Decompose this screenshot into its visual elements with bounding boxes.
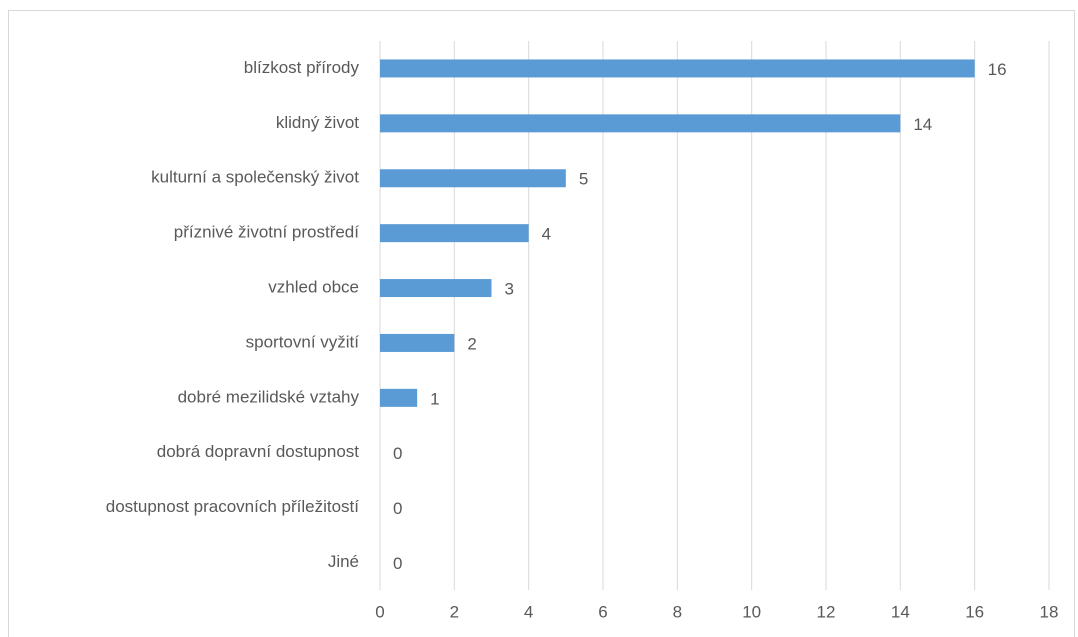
x-tick-label: 0 [375, 602, 384, 621]
x-tick-label: 14 [891, 602, 910, 621]
y-tick-label: dobré mezilidské vztahy [178, 387, 360, 406]
data-label: 14 [913, 115, 932, 134]
x-tick-label: 10 [742, 602, 761, 621]
y-tick-label: vzhled obce [268, 278, 359, 297]
y-tick-label: klidný život [276, 113, 359, 132]
data-label: 0 [393, 499, 402, 518]
x-tick-label: 8 [673, 602, 682, 621]
y-tick-label: dobrá dopravní dostupnost [157, 442, 360, 461]
data-label: 2 [467, 334, 476, 353]
bar [380, 114, 901, 133]
y-tick-label: blízkost přírody [244, 58, 360, 77]
data-label: 0 [393, 554, 402, 573]
x-tick-label: 4 [524, 602, 533, 621]
bar [380, 224, 529, 243]
y-tick-label: kulturní a společenský život [151, 168, 359, 187]
x-tick-label: 18 [1040, 602, 1059, 621]
x-tick-label: 16 [965, 602, 984, 621]
bar [380, 59, 975, 78]
bar [380, 169, 566, 188]
data-label: 1 [430, 389, 439, 408]
y-tick-label: sportovní vyžití [246, 332, 360, 351]
data-label: 4 [542, 225, 551, 244]
x-tick-label: 12 [817, 602, 836, 621]
y-tick-label: Jiné [328, 552, 359, 571]
bar [380, 388, 418, 407]
data-label: 0 [393, 444, 402, 463]
data-label: 3 [505, 280, 514, 299]
x-tick-label: 6 [598, 602, 607, 621]
y-tick-label: příznivé životní prostředí [174, 223, 359, 242]
x-tick-label: 2 [450, 602, 459, 621]
data-label: 16 [988, 60, 1007, 79]
chart-frame [8, 10, 1075, 637]
data-label: 5 [579, 170, 588, 189]
y-tick-label: dostupnost pracovních příležitostí [106, 497, 360, 516]
bar [380, 279, 492, 298]
bar [380, 333, 455, 352]
